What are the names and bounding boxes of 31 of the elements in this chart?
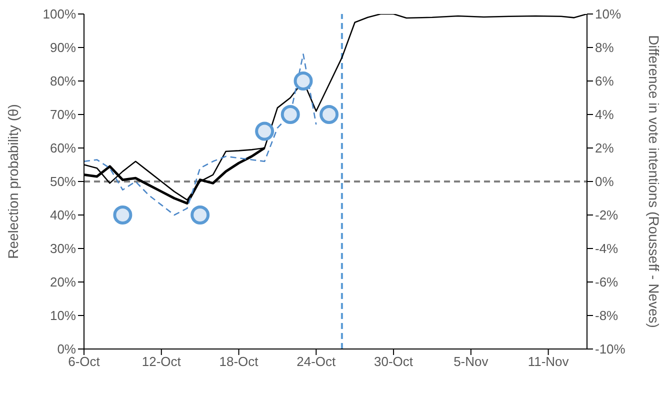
y-tick-label: 0% — [57, 342, 76, 357]
y-tick-label: 70% — [50, 107, 76, 122]
y2-tick-label: 8% — [595, 40, 614, 56]
x-tick-label: 18-Oct — [219, 354, 259, 370]
y2-tick-label: -2% — [595, 208, 619, 223]
y-tick-label: 10% — [50, 308, 76, 324]
y-tick-label: 80% — [50, 74, 76, 89]
x-tick-label: 5-Nov — [454, 354, 489, 370]
y2-tick-label: 4% — [595, 107, 614, 122]
x-tick-label: 24-Oct — [296, 354, 336, 370]
y-axis-title: Reelection probability (θ) — [4, 104, 21, 259]
y2-tick-label: 0% — [595, 174, 614, 190]
y-tick-label: 30% — [50, 241, 76, 256]
y2-axis-title: Difference in vote intentions (Rousseff - Neves) — [646, 35, 662, 328]
x-tick-label: 12-Oct — [142, 354, 182, 370]
y-tick-label: 20% — [50, 274, 76, 290]
y2-tick-label: -8% — [595, 308, 619, 324]
y2-tick-label: 10% — [595, 6, 622, 22]
y-tick-label: 40% — [50, 208, 76, 223]
y-tick-label: 90% — [50, 40, 76, 56]
y2-tick-label: -4% — [595, 241, 619, 256]
y-tick-label: 50% — [50, 174, 76, 190]
y2-tick-label: 2% — [595, 140, 614, 156]
x-tick-label: 11-Nov — [528, 354, 570, 370]
y-tick-label: 100% — [42, 6, 76, 22]
x-tick-label: 30-Oct — [374, 354, 414, 370]
y2-tick-label: 6% — [595, 74, 614, 89]
y-tick-label: 60% — [50, 140, 76, 156]
x-tick-label: 6-Oct — [68, 354, 100, 370]
y2-tick-label: -6% — [595, 274, 619, 290]
y2-tick-label: -10% — [595, 342, 626, 357]
